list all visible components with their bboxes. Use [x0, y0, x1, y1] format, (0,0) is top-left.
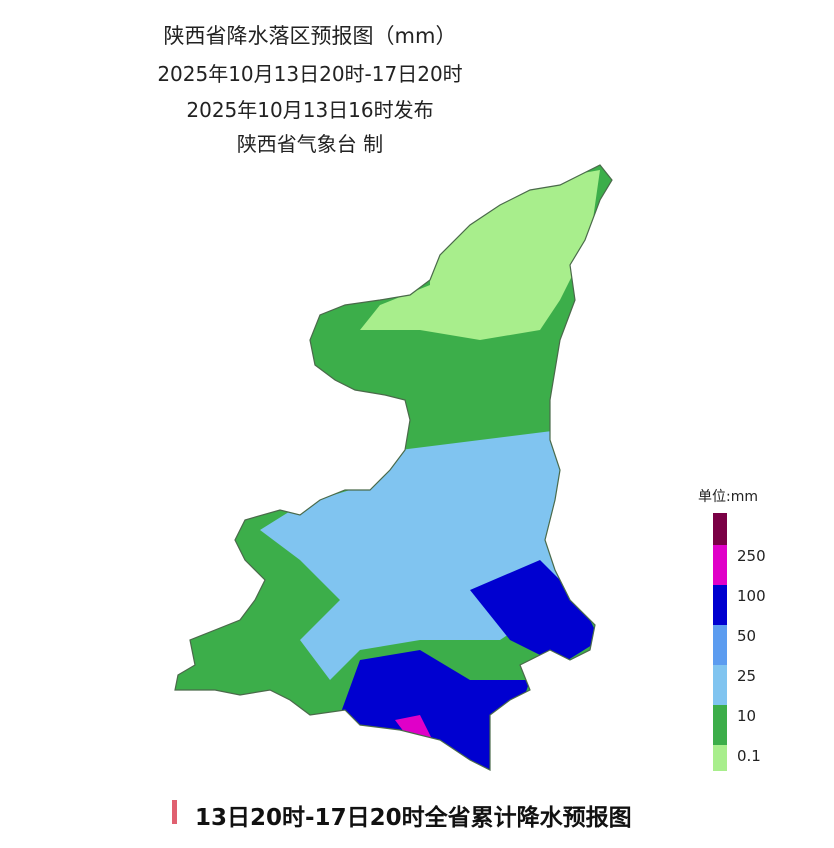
legend-label: 25 [737, 667, 757, 685]
period: 2025年10月13日20时-17日20时 [157, 62, 463, 86]
map-title: 陕西省降水落区预报图（mm） [163, 24, 457, 48]
legend-label: 0.1 [737, 747, 761, 765]
legend-label: 100 [737, 587, 766, 605]
legend-swatch [713, 545, 727, 585]
caption-bar [172, 800, 177, 824]
legend-label: 50 [737, 627, 757, 645]
legend-label: 10 [737, 707, 757, 725]
issued: 2025年10月13日16时发布 [186, 98, 434, 122]
issuer: 陕西省气象台 制 [236, 132, 384, 156]
legend-label: 250 [737, 547, 766, 565]
legend-swatch [713, 705, 727, 745]
legend-swatch [713, 745, 727, 771]
legend-swatch [713, 665, 727, 705]
legend-swatch [713, 513, 727, 545]
legend-unit: 单位:mm [698, 489, 758, 505]
legend-swatch [713, 585, 727, 625]
caption: 13日20时-17日20时全省累计降水预报图 [195, 805, 632, 831]
legend-swatch [713, 625, 727, 665]
